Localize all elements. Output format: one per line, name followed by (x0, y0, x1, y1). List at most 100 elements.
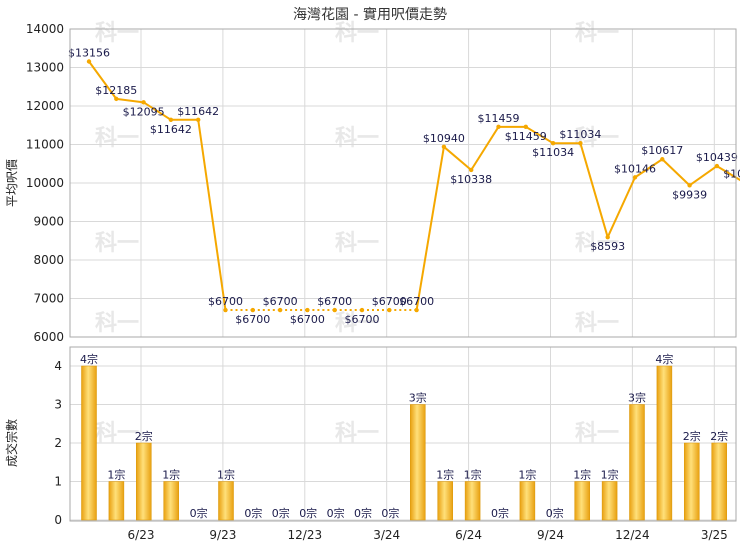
volume-y-tick-label: 4 (54, 359, 62, 373)
price-line-segment (116, 97, 144, 104)
price-data-label: $11034 (532, 146, 574, 159)
price-gridlines (70, 28, 736, 338)
price-point (305, 307, 310, 313)
volume-data-label: 4宗 (655, 352, 673, 366)
volume-x-tick-label: 9/23 (209, 528, 236, 542)
price-plot-frame (69, 28, 737, 338)
price-line-segment (415, 146, 445, 311)
price-point (441, 144, 447, 150)
watermark-text: 科一 (335, 21, 379, 46)
volume-y-tick-label: 2 (54, 436, 62, 450)
price-data-label: $10338 (450, 173, 492, 186)
volume-data-label: 0宗 (546, 506, 564, 520)
price-data-label: $12095 (123, 105, 165, 118)
price-data-label: $6700 (399, 295, 434, 308)
price-data-label: $6700 (372, 295, 407, 308)
volume-y-tick-label: 3 (54, 398, 62, 412)
price-y-tick-label: 14000 (26, 22, 64, 36)
price-line-segment (470, 126, 500, 171)
volume-data-label: 1宗 (573, 468, 591, 482)
price-point (359, 307, 365, 313)
watermark-text: 科一 (575, 421, 619, 446)
price-line-segment (197, 119, 227, 311)
price-data-label: $6700 (263, 295, 298, 308)
volume-data-label: 1宗 (518, 468, 536, 482)
volume-data-label: 2宗 (683, 429, 701, 443)
price-point (114, 96, 119, 102)
price-point (550, 140, 556, 146)
watermark-text: 科一 (335, 311, 379, 336)
volume-bar (136, 442, 152, 521)
price-line-segment (579, 142, 609, 238)
volume-data-label: 1宗 (217, 468, 235, 482)
volume-x-tick-label: 6/24 (455, 528, 482, 542)
price-data-label: $6700 (317, 295, 352, 308)
volume-data-label: 0宗 (381, 506, 399, 520)
price-data-label: $10617 (641, 144, 683, 157)
volume-bar (629, 404, 645, 521)
volume-data-label: 1宗 (464, 468, 482, 482)
volume-data-label: 2宗 (710, 429, 728, 443)
price-point (332, 307, 337, 313)
price-data-label: $6700 (235, 313, 270, 326)
price-line-segment (525, 125, 554, 145)
price-data-label: $10940 (423, 132, 465, 145)
watermark-text: 科一 (335, 421, 379, 446)
volume-bar (519, 481, 536, 521)
watermark-text: 科一 (335, 231, 379, 256)
price-point (250, 307, 255, 313)
volume-x-tick-label: 9/24 (537, 528, 564, 542)
price-data-label: $13156 (68, 46, 110, 59)
price-data-label: $6700 (208, 295, 243, 308)
price-point (141, 100, 146, 105)
price-point (168, 117, 174, 122)
volume-y-tick-label: 1 (54, 475, 62, 489)
watermark-text: 科一 (95, 126, 139, 151)
watermark-text: 科一 (95, 21, 139, 46)
volume-data-label: 2宗 (135, 429, 153, 443)
volume-data-label: 4宗 (80, 352, 98, 366)
volume-y-tick-label: 0 (54, 513, 62, 527)
volume-data-label: 0宗 (299, 506, 317, 520)
volume-data-label: 0宗 (354, 506, 372, 520)
price-point (605, 234, 610, 240)
volume-x-tick-label: 3/24 (373, 528, 400, 542)
price-y-tick-label: 6000 (33, 330, 64, 344)
price-data-label: $11034 (559, 128, 601, 141)
price-y-tick-label: 13000 (26, 61, 64, 75)
price-data-label: $11642 (150, 123, 192, 136)
watermark-text: 科一 (575, 311, 619, 336)
volume-x-tick-label: 3/25 (701, 528, 728, 542)
watermark-text: 科一 (575, 21, 619, 46)
volume-bar (464, 481, 481, 521)
price-point (277, 307, 283, 313)
volume-x-tick-label: 12/23 (288, 528, 323, 542)
volume-x-tick-label: 6/23 (128, 528, 155, 542)
price-y-tick-label: 10000 (26, 176, 64, 190)
volume-bar (163, 481, 179, 521)
volume-y-ticks: 0 1 2 3 4 (54, 359, 62, 527)
volume-data-label: 3宗 (628, 391, 646, 405)
price-y-tick-label: 9000 (33, 215, 64, 229)
price-point (387, 307, 392, 313)
volume-x-ticks: 6/23 9/23 12/23 3/24 6/24 9/24 12/24 3/25 (128, 528, 728, 542)
price-series (86, 59, 740, 313)
volume-x-tick-label: 12/24 (615, 528, 650, 542)
chart-title: 海灣花園 - 實用呎價走勢 (293, 6, 447, 23)
price-point (714, 163, 720, 169)
volume-bar (218, 481, 234, 521)
volume-panel: 0 1 2 3 4 成交宗數 4宗 1宗 2宗 1宗 0宗 1宗 0宗 0宗 0宗 0宗 0宗 0宗 3宗 1宗 1… (4, 346, 737, 542)
price-data-label: $10015 (723, 167, 740, 180)
price-panel: 6000 7000 8000 9000 10000 11000 12000 13000 1400… (5, 22, 740, 344)
volume-bar (711, 442, 727, 521)
price-y-tick-label: 11000 (26, 138, 64, 152)
price-data-label: $12185 (95, 84, 137, 97)
price-line-segment (443, 146, 472, 171)
volume-data-label: 1宗 (436, 468, 454, 482)
volume-data-label: 0宗 (491, 506, 509, 520)
volume-bar (410, 404, 426, 521)
volume-data-label: 1宗 (107, 468, 125, 482)
price-data-label: $10439 (696, 151, 738, 164)
price-line-segment (88, 60, 118, 100)
